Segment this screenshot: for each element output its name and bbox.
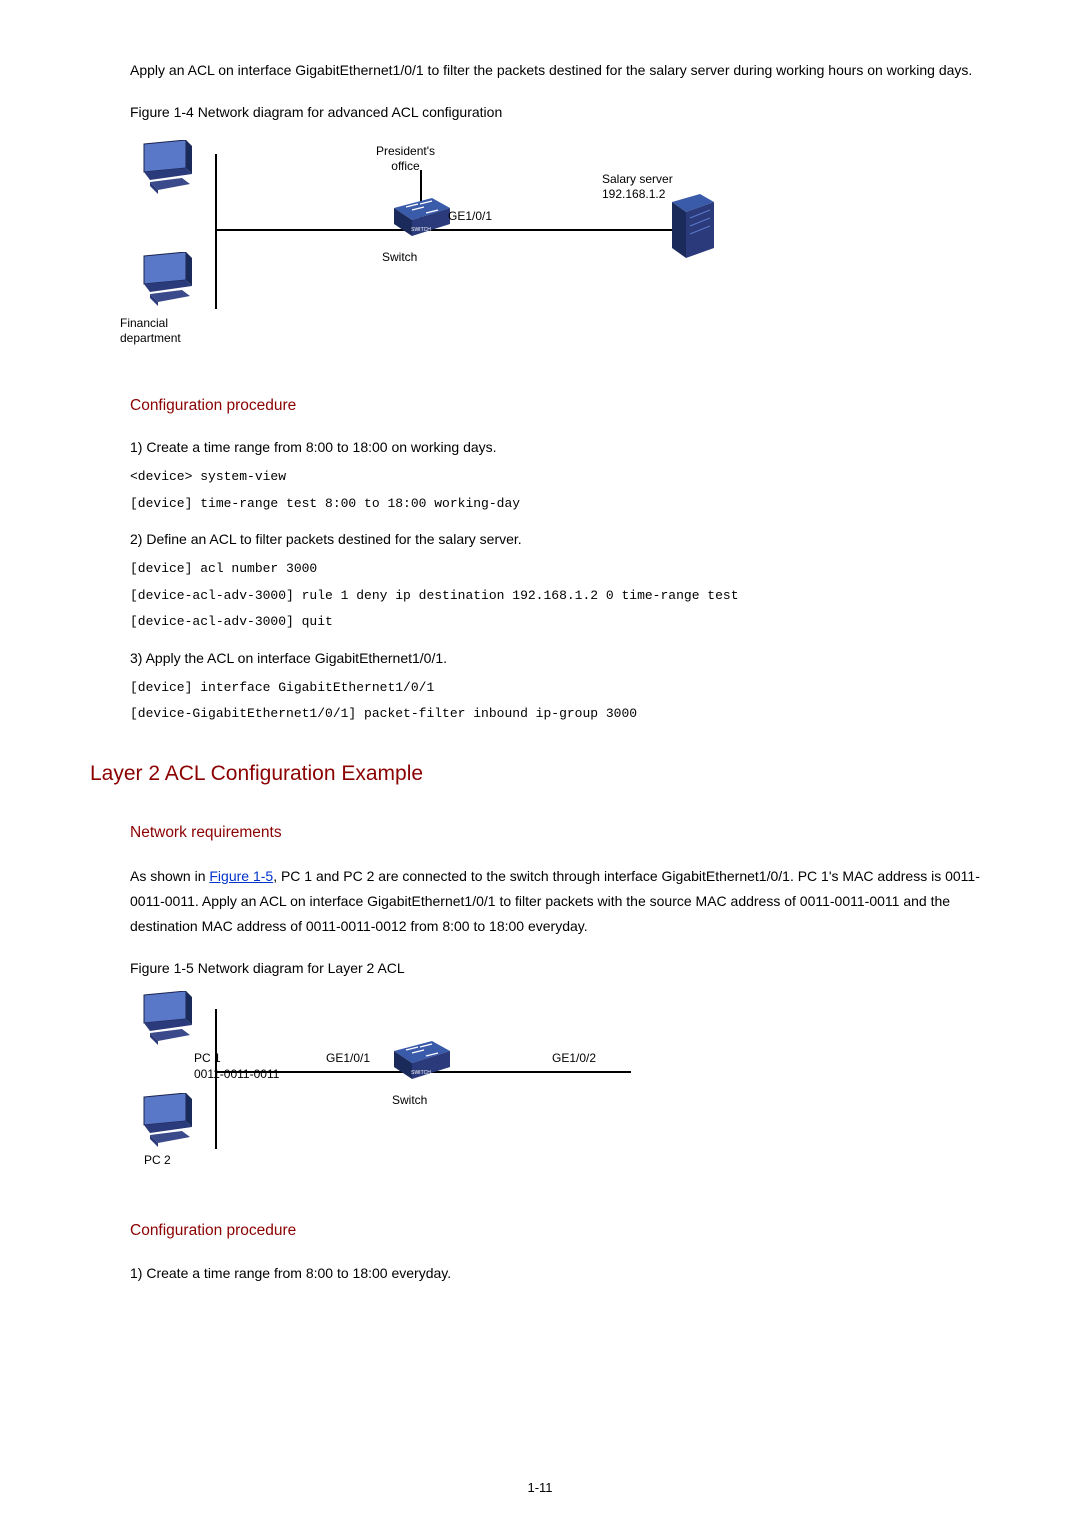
code-line: [device] time-range test 8:00 to 18:00 w… <box>130 494 990 515</box>
computer-icon <box>138 252 198 313</box>
computer-icon <box>138 991 198 1052</box>
svg-text:SWITCH: SWITCH <box>411 1070 431 1076</box>
switch-icon: SWITCH <box>392 1039 452 1087</box>
label-ge101-2: GE1/0/1 <box>326 1051 370 1067</box>
label-switch: Switch <box>382 250 417 266</box>
network-requirements-heading: Network requirements <box>130 821 990 846</box>
page-number: 1-11 <box>527 1478 552 1499</box>
label-salary-server: Salary server 192.168.1.2 <box>602 172 673 203</box>
figure-2-diagram: SWITCH PC 1 0011-0011-0011 GE1/0/1 GE1/0… <box>130 989 950 1189</box>
config-procedure-heading-2: Configuration procedure <box>130 1219 990 1244</box>
server-icon <box>668 192 718 268</box>
computer-icon <box>138 140 198 201</box>
label-switch-2: Switch <box>392 1093 427 1109</box>
step-2: 2) Define an ACL to filter packets desti… <box>130 528 990 550</box>
code-line: [device-acl-adv-3000] rule 1 deny ip des… <box>130 586 990 607</box>
code-line: [device-GigabitEthernet1/0/1] packet-fil… <box>130 704 990 725</box>
label-ge101: GE1/0/1 <box>448 209 492 225</box>
step-1b: 1) Create a time range from 8:00 to 18:0… <box>130 1262 990 1284</box>
step-1: 1) Create a time range from 8:00 to 18:0… <box>130 436 990 458</box>
code-line: [device] acl number 3000 <box>130 559 990 580</box>
network-requirements-text: As shown in Figure 1-5, PC 1 and PC 2 ar… <box>130 864 990 940</box>
figure-1-caption: Figure 1-4 Network diagram for advanced … <box>130 101 990 123</box>
step-3: 3) Apply the ACL on interface GigabitEth… <box>130 647 990 669</box>
code-line: [device] interface GigabitEthernet1/0/1 <box>130 678 990 699</box>
svg-text:SWITCH: SWITCH <box>411 227 431 233</box>
intro-paragraph: Apply an ACL on interface GigabitEtherne… <box>130 58 990 83</box>
computer-icon <box>138 1093 198 1154</box>
layer2-acl-heading: Layer 2 ACL Configuration Example <box>90 757 990 791</box>
figure-2-caption: Figure 1-5 Network diagram for Layer 2 A… <box>130 957 990 979</box>
netreq-pre: As shown in <box>130 868 209 884</box>
figure-1-diagram: SWITCH President's office Switch GE1/0/1… <box>130 134 950 364</box>
figure-1-5-link[interactable]: Figure 1-5 <box>209 868 273 884</box>
label-presidents-office: President's office <box>376 144 435 175</box>
label-pc1: PC 1 0011-0011-0011 <box>194 1051 279 1082</box>
switch-icon: SWITCH <box>392 196 452 244</box>
label-ge102: GE1/0/2 <box>552 1051 596 1067</box>
config-procedure-heading: Configuration procedure <box>130 394 990 419</box>
code-line: <device> system-view <box>130 467 990 488</box>
label-pc2: PC 2 <box>144 1153 171 1169</box>
label-financial-dept: Financial department <box>120 316 181 347</box>
code-line: [device-acl-adv-3000] quit <box>130 612 990 633</box>
